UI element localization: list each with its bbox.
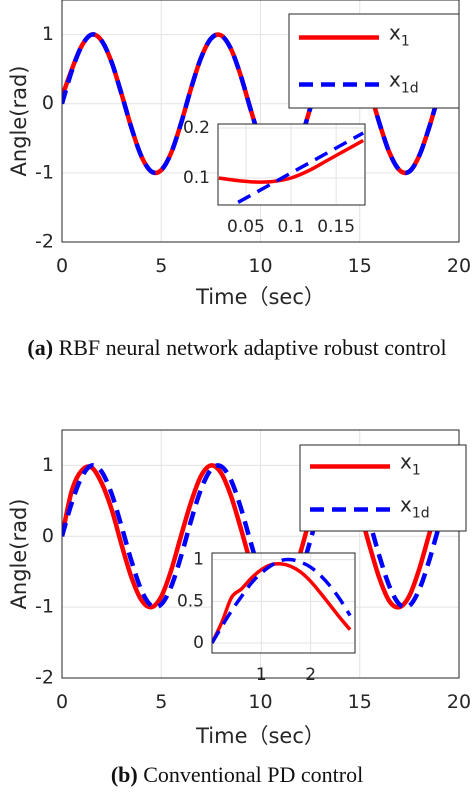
caption-b: (b) Conventional PD control [12,760,462,790]
y-tick-label: 0 [193,633,204,653]
legend-label: x1 [389,20,410,50]
x-tick-label: 20 [447,255,471,277]
legend-box [299,444,467,532]
y-tick-label: -1 [35,161,54,183]
axes-box [61,429,460,679]
x-tick-label: 15 [348,255,372,277]
x-tick-label: 20 [447,691,471,713]
x-tick-label: 0.1 [278,217,305,237]
y-tick-label: 1 [42,23,54,45]
y-tick-label: 0 [42,92,54,114]
x-tick-label: 10 [248,691,272,713]
legend-label: x1 [400,449,421,479]
legend-box [288,13,460,109]
y-tick-label: -2 [35,667,54,689]
axes-box [217,123,366,206]
x-axis-label: Time（sec） [195,285,325,309]
x-tick-label: 10 [248,255,272,277]
y-tick-label: 1 [42,454,54,476]
caption-text: Conventional PD control [143,762,364,787]
legend-label: x1d [400,492,430,522]
caption-label: (a) [27,335,54,360]
axes-box [61,0,460,243]
x-tick-label: 2 [305,665,316,685]
x-tick-label: 0.05 [227,217,265,237]
series-line [212,561,352,644]
y-tick-label: -2 [35,231,54,253]
caption-a: (a) RBF neural network adaptive robust c… [12,324,462,371]
x-tick-label: 15 [348,691,372,713]
x-axis-label: Time（sec） [195,724,325,748]
x-tick-label: 5 [155,255,167,277]
y-tick-label: 1 [193,550,204,570]
y-axis-label: Angle(rad) [7,499,31,610]
caption-text: RBF neural network adaptive robust contr… [58,335,447,360]
y-tick-label: 0.1 [183,168,210,188]
y-axis-label: Angle(rad) [7,66,31,177]
x-tick-label: 0.15 [317,217,355,237]
series-line [218,138,365,184]
panel: 0.05 0.1 0.15 0.1 0.2 [183,118,366,237]
plot-area [212,553,355,653]
legend-label: x1d [389,67,419,97]
series-line [212,557,352,644]
series-line [229,131,365,205]
x-tick-label: 5 [155,691,167,713]
y-tick-label: 0.2 [183,118,210,138]
x-tick-label: 0 [56,691,68,713]
y-tick-label: -1 [35,596,54,618]
x-tick-label: 0 [56,255,68,277]
y-tick-label: 0 [42,525,54,547]
x-tick-label: 1 [256,665,267,685]
y-tick-label: 0.5 [177,591,204,611]
axes-box [211,552,356,654]
panel: 1 2 0 0.5 1 [177,550,356,685]
caption-label: (b) [110,762,138,787]
